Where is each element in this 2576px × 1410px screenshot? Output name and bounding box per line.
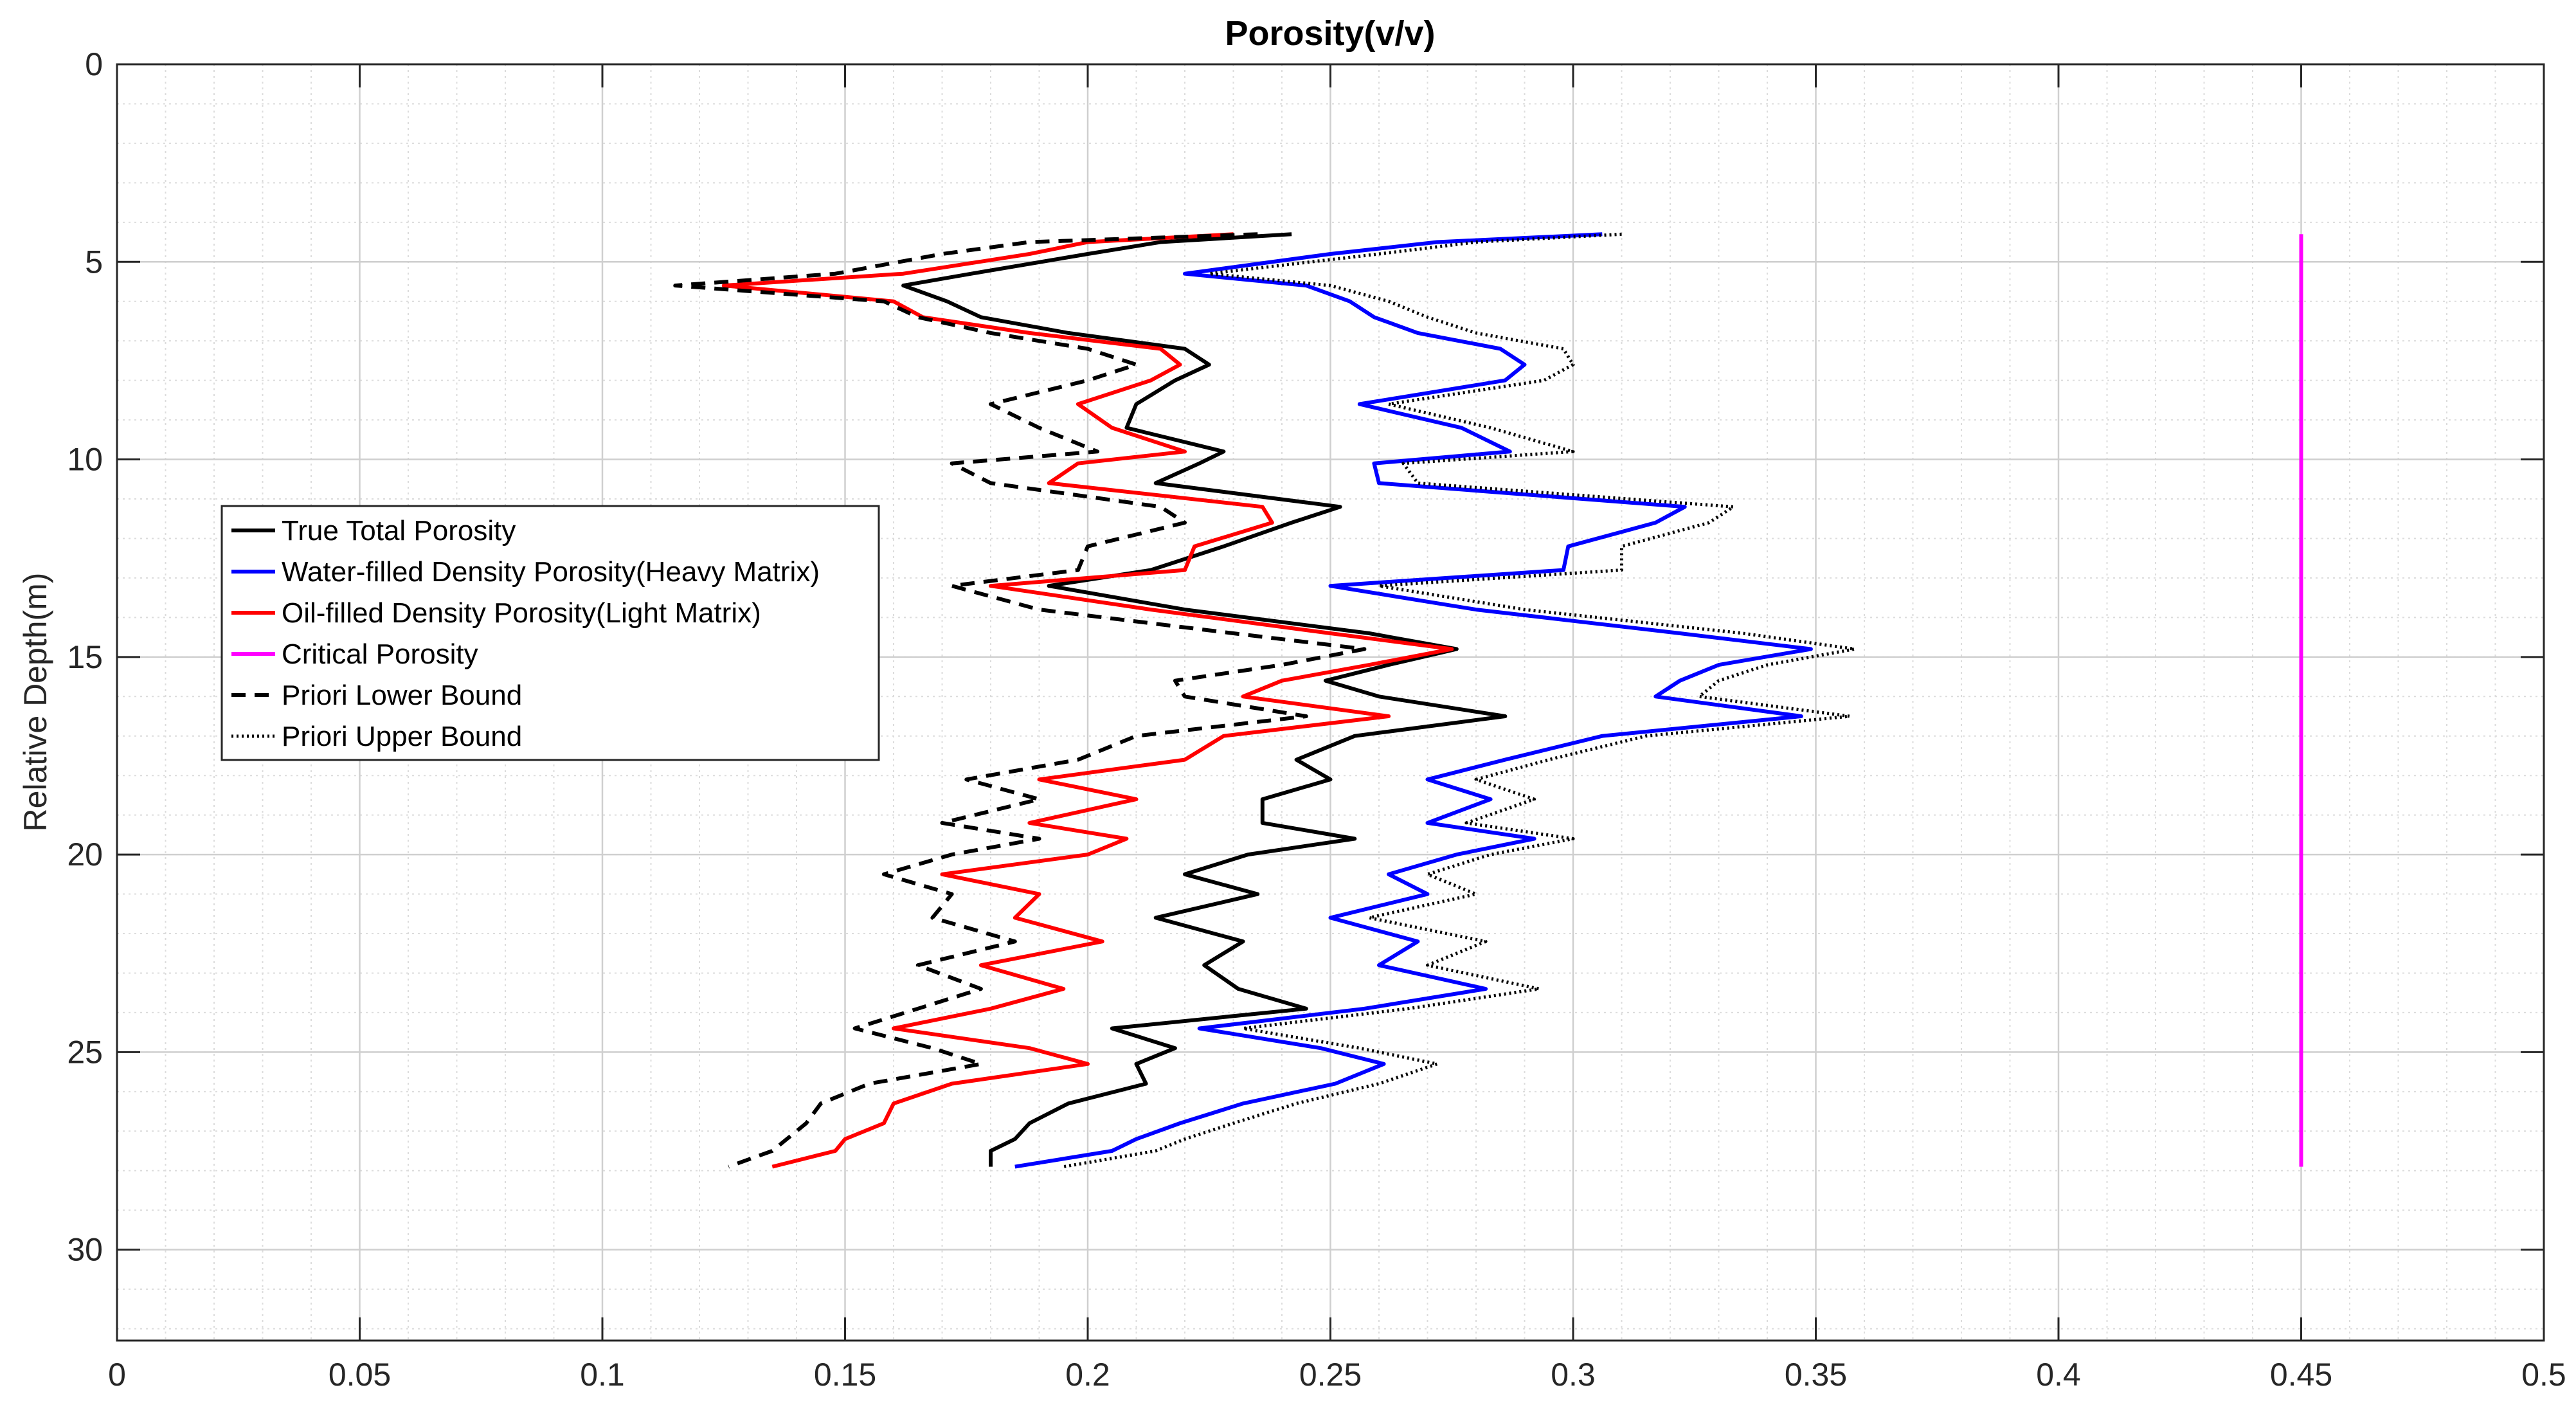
- y-tick-label: 20: [67, 836, 103, 872]
- series-line-true-total-porosity: [901, 232, 1508, 1167]
- series-line-water-filled-density-porosity-heavy-matrix: [1014, 232, 1813, 1169]
- y-tick-labels: 0 5 10 15 20 25 30: [67, 46, 103, 1268]
- ticks: [116, 63, 2545, 1341]
- y-tick-label: 10: [67, 442, 103, 478]
- series-line-priori-lower-bound: [673, 232, 1367, 1169]
- y-tick-label: 0: [85, 46, 103, 82]
- series-layer: [673, 232, 2303, 1169]
- x-tick-label: 0: [108, 1357, 126, 1393]
- series-line-priori-upper-bound: [1063, 232, 1857, 1169]
- x-tick-label: 0.2: [1065, 1357, 1110, 1393]
- y-tick-label: 30: [67, 1232, 103, 1268]
- chart-title: Porosity(v/v): [1225, 14, 1435, 53]
- x-tick-label: 0.15: [814, 1357, 876, 1393]
- legend-label: True Total Porosity: [282, 515, 516, 547]
- x-tick-labels: 0 0.05 0.1 0.15 0.2 0.25 0.3 0.35 0.4 0.45 0.5: [108, 1357, 2566, 1393]
- x-tick-label: 0.1: [580, 1357, 625, 1393]
- legend-box: [221, 505, 880, 761]
- x-tick-label: 0.05: [329, 1357, 391, 1393]
- legend-label: Critical Porosity: [282, 638, 478, 670]
- legend: True Total Porosity Water-filled Density …: [221, 505, 880, 761]
- x-tick-label: 0.4: [2036, 1357, 2081, 1393]
- y-tick-label: 15: [67, 639, 103, 675]
- y-axis-label: Relative Depth(m): [17, 573, 53, 832]
- legend-label: Water-filled Density Porosity(Heavy Matr…: [282, 556, 820, 588]
- x-tick-label: 0.35: [1785, 1357, 1847, 1393]
- x-tick-label: 0.45: [2270, 1357, 2332, 1393]
- legend-label: Priori Lower Bound: [282, 680, 522, 711]
- y-tick-label: 5: [85, 244, 103, 280]
- legend-label: Priori Upper Bound: [282, 721, 522, 752]
- x-tick-label: 0.5: [2521, 1357, 2566, 1393]
- series-line-oil-filled-density-porosity-light-matrix: [721, 232, 1454, 1169]
- x-tick-label: 0.25: [1299, 1357, 1362, 1393]
- legend-label: Oil-filled Density Porosity(Light Matrix…: [282, 597, 761, 629]
- y-tick-label: 25: [67, 1034, 103, 1070]
- x-tick-label: 0.3: [1551, 1357, 1596, 1393]
